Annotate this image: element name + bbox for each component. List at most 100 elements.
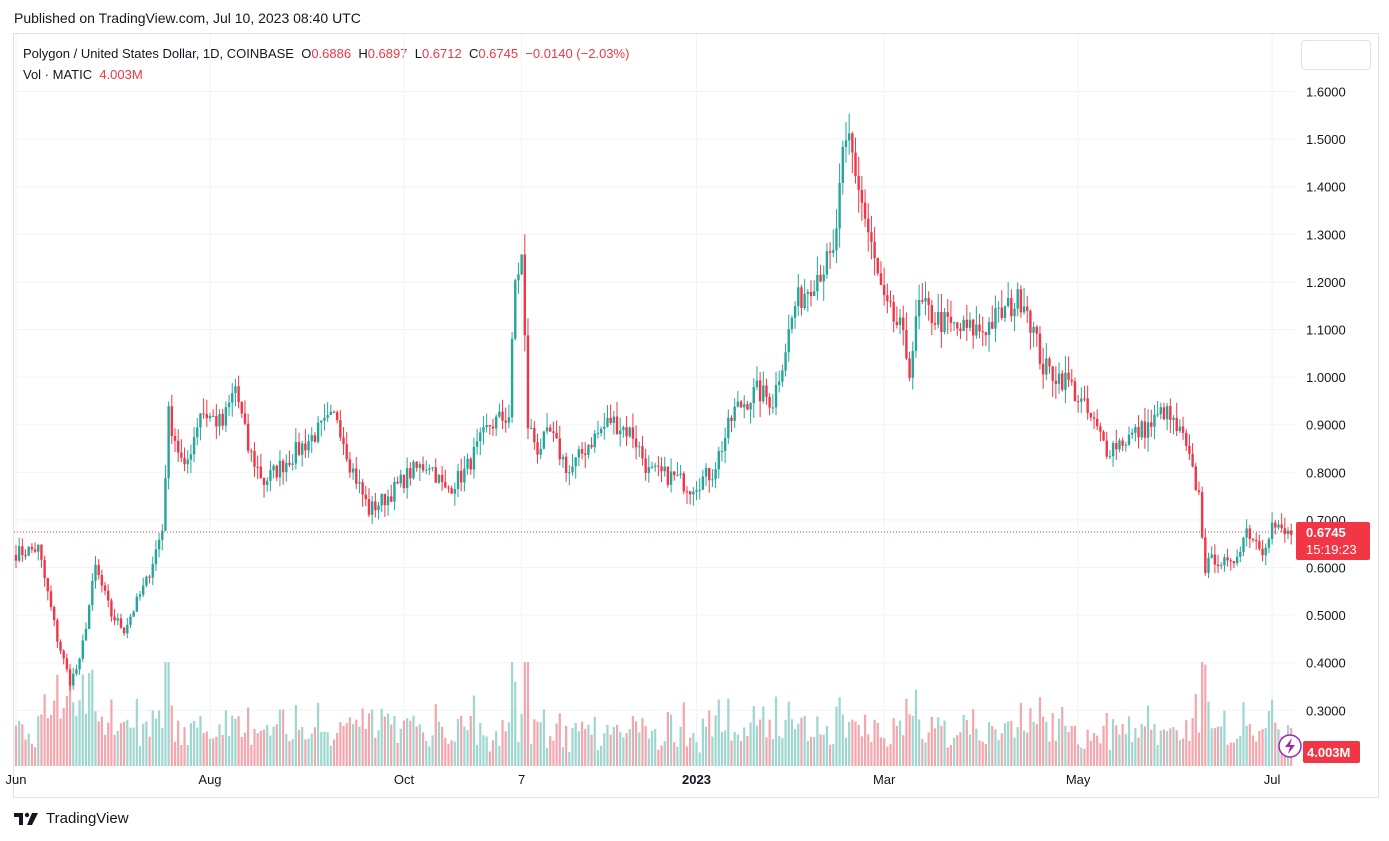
volume-bar: [635, 721, 638, 766]
scale-box[interactable]: [1301, 40, 1371, 70]
candle-body: [533, 427, 536, 443]
volume-label[interactable]: Vol · MATIC: [23, 67, 93, 82]
symbol-title[interactable]: Polygon / United States Dollar, 1D, COIN…: [23, 46, 294, 61]
volume-bar: [1245, 725, 1248, 766]
volume-bar: [968, 734, 972, 766]
volume-bar: [428, 746, 431, 766]
candle-body: [211, 415, 215, 417]
volume-bar: [37, 716, 40, 766]
y-tick-label: 0.9000: [1306, 418, 1346, 433]
candle-body: [758, 380, 762, 402]
candle-body: [1178, 426, 1182, 432]
candle-body: [1089, 412, 1093, 418]
candle-body: [876, 257, 879, 274]
volume-bar: [320, 731, 323, 766]
candle-body: [688, 491, 692, 495]
candle-body: [154, 549, 158, 565]
volume-bar: [275, 724, 278, 766]
volume-bar: [59, 718, 62, 766]
volume-bar: [1239, 735, 1242, 766]
volume-bar: [1210, 728, 1213, 766]
volume-bar: [1077, 744, 1080, 766]
candle-body: [412, 461, 415, 479]
candle-body: [650, 466, 654, 468]
candle-body: [1067, 372, 1070, 380]
candle-body: [1016, 289, 1019, 309]
x-tick-label: Jun: [6, 772, 27, 787]
volume-bar: [326, 732, 329, 766]
candle-body: [380, 493, 383, 506]
candle-body: [854, 152, 857, 177]
candle-body: [1258, 541, 1261, 549]
volume-bar: [1029, 708, 1032, 766]
candle-body: [1204, 537, 1207, 573]
candle-body: [269, 470, 272, 481]
candle-body: [1124, 444, 1128, 446]
candle-body: [161, 530, 164, 540]
candle-body: [27, 547, 30, 556]
candle-body: [460, 470, 463, 483]
x-tick-label: Aug: [198, 772, 221, 787]
candle-body: [243, 413, 247, 424]
volume-bar: [612, 727, 615, 766]
volume-bar: [425, 741, 428, 766]
volume-bar: [399, 728, 402, 766]
candle-body: [234, 386, 237, 394]
candle-body: [49, 591, 53, 608]
candle-body: [189, 454, 193, 460]
candle-body: [1045, 358, 1048, 375]
candle-body: [1172, 417, 1175, 420]
volume-bar: [863, 714, 867, 766]
volume-bar: [1242, 702, 1245, 766]
volume-bar: [266, 724, 269, 766]
candle-body: [196, 427, 199, 438]
candle-body: [552, 431, 555, 433]
candle-body: [126, 624, 129, 634]
volume-bar: [892, 718, 895, 766]
candle-body: [981, 331, 984, 333]
volume-bar: [482, 735, 485, 766]
volume-bar: [145, 721, 148, 766]
x-tick-label: Mar: [873, 772, 896, 787]
volume-bar: [227, 735, 231, 766]
candle-body: [704, 467, 708, 477]
volume-bar: [676, 746, 679, 766]
volume-bar: [75, 715, 78, 766]
volume-bar: [371, 709, 374, 766]
candle-body: [475, 441, 479, 447]
volume-bar: [491, 740, 495, 766]
candle-body: [965, 319, 969, 328]
volume-bar: [221, 735, 224, 766]
volume-bar: [212, 738, 215, 766]
candle-body: [882, 284, 886, 296]
volume-bar: [571, 728, 574, 766]
low-label: L: [414, 46, 422, 61]
candle-body: [720, 451, 724, 453]
volume-bar: [638, 732, 641, 766]
volume-bar: [972, 709, 975, 766]
volume-bar: [561, 747, 565, 766]
volume-bar: [1038, 697, 1042, 766]
volume-bar: [262, 729, 266, 766]
volume-bar: [727, 698, 730, 766]
candle-body: [1223, 557, 1226, 566]
candle-body: [895, 321, 899, 326]
volume-bar: [504, 731, 507, 766]
volume-bar: [351, 724, 355, 766]
volume-bar: [148, 736, 151, 766]
volume-bar: [1067, 731, 1070, 766]
candle-body: [987, 321, 991, 336]
candle-body: [609, 417, 612, 423]
candle-body: [1064, 372, 1067, 390]
volume-bar: [918, 719, 921, 766]
volume-bar: [1188, 740, 1191, 766]
volume-bar: [269, 735, 272, 766]
candle-body: [1130, 432, 1134, 435]
candle-body: [1143, 421, 1147, 438]
volume-bar: [615, 724, 619, 766]
volume-badge-value: 4.003M: [1307, 745, 1350, 760]
volume-bar: [46, 718, 49, 766]
low-value: 0.6712: [421, 46, 462, 61]
volume-bar: [558, 713, 561, 766]
